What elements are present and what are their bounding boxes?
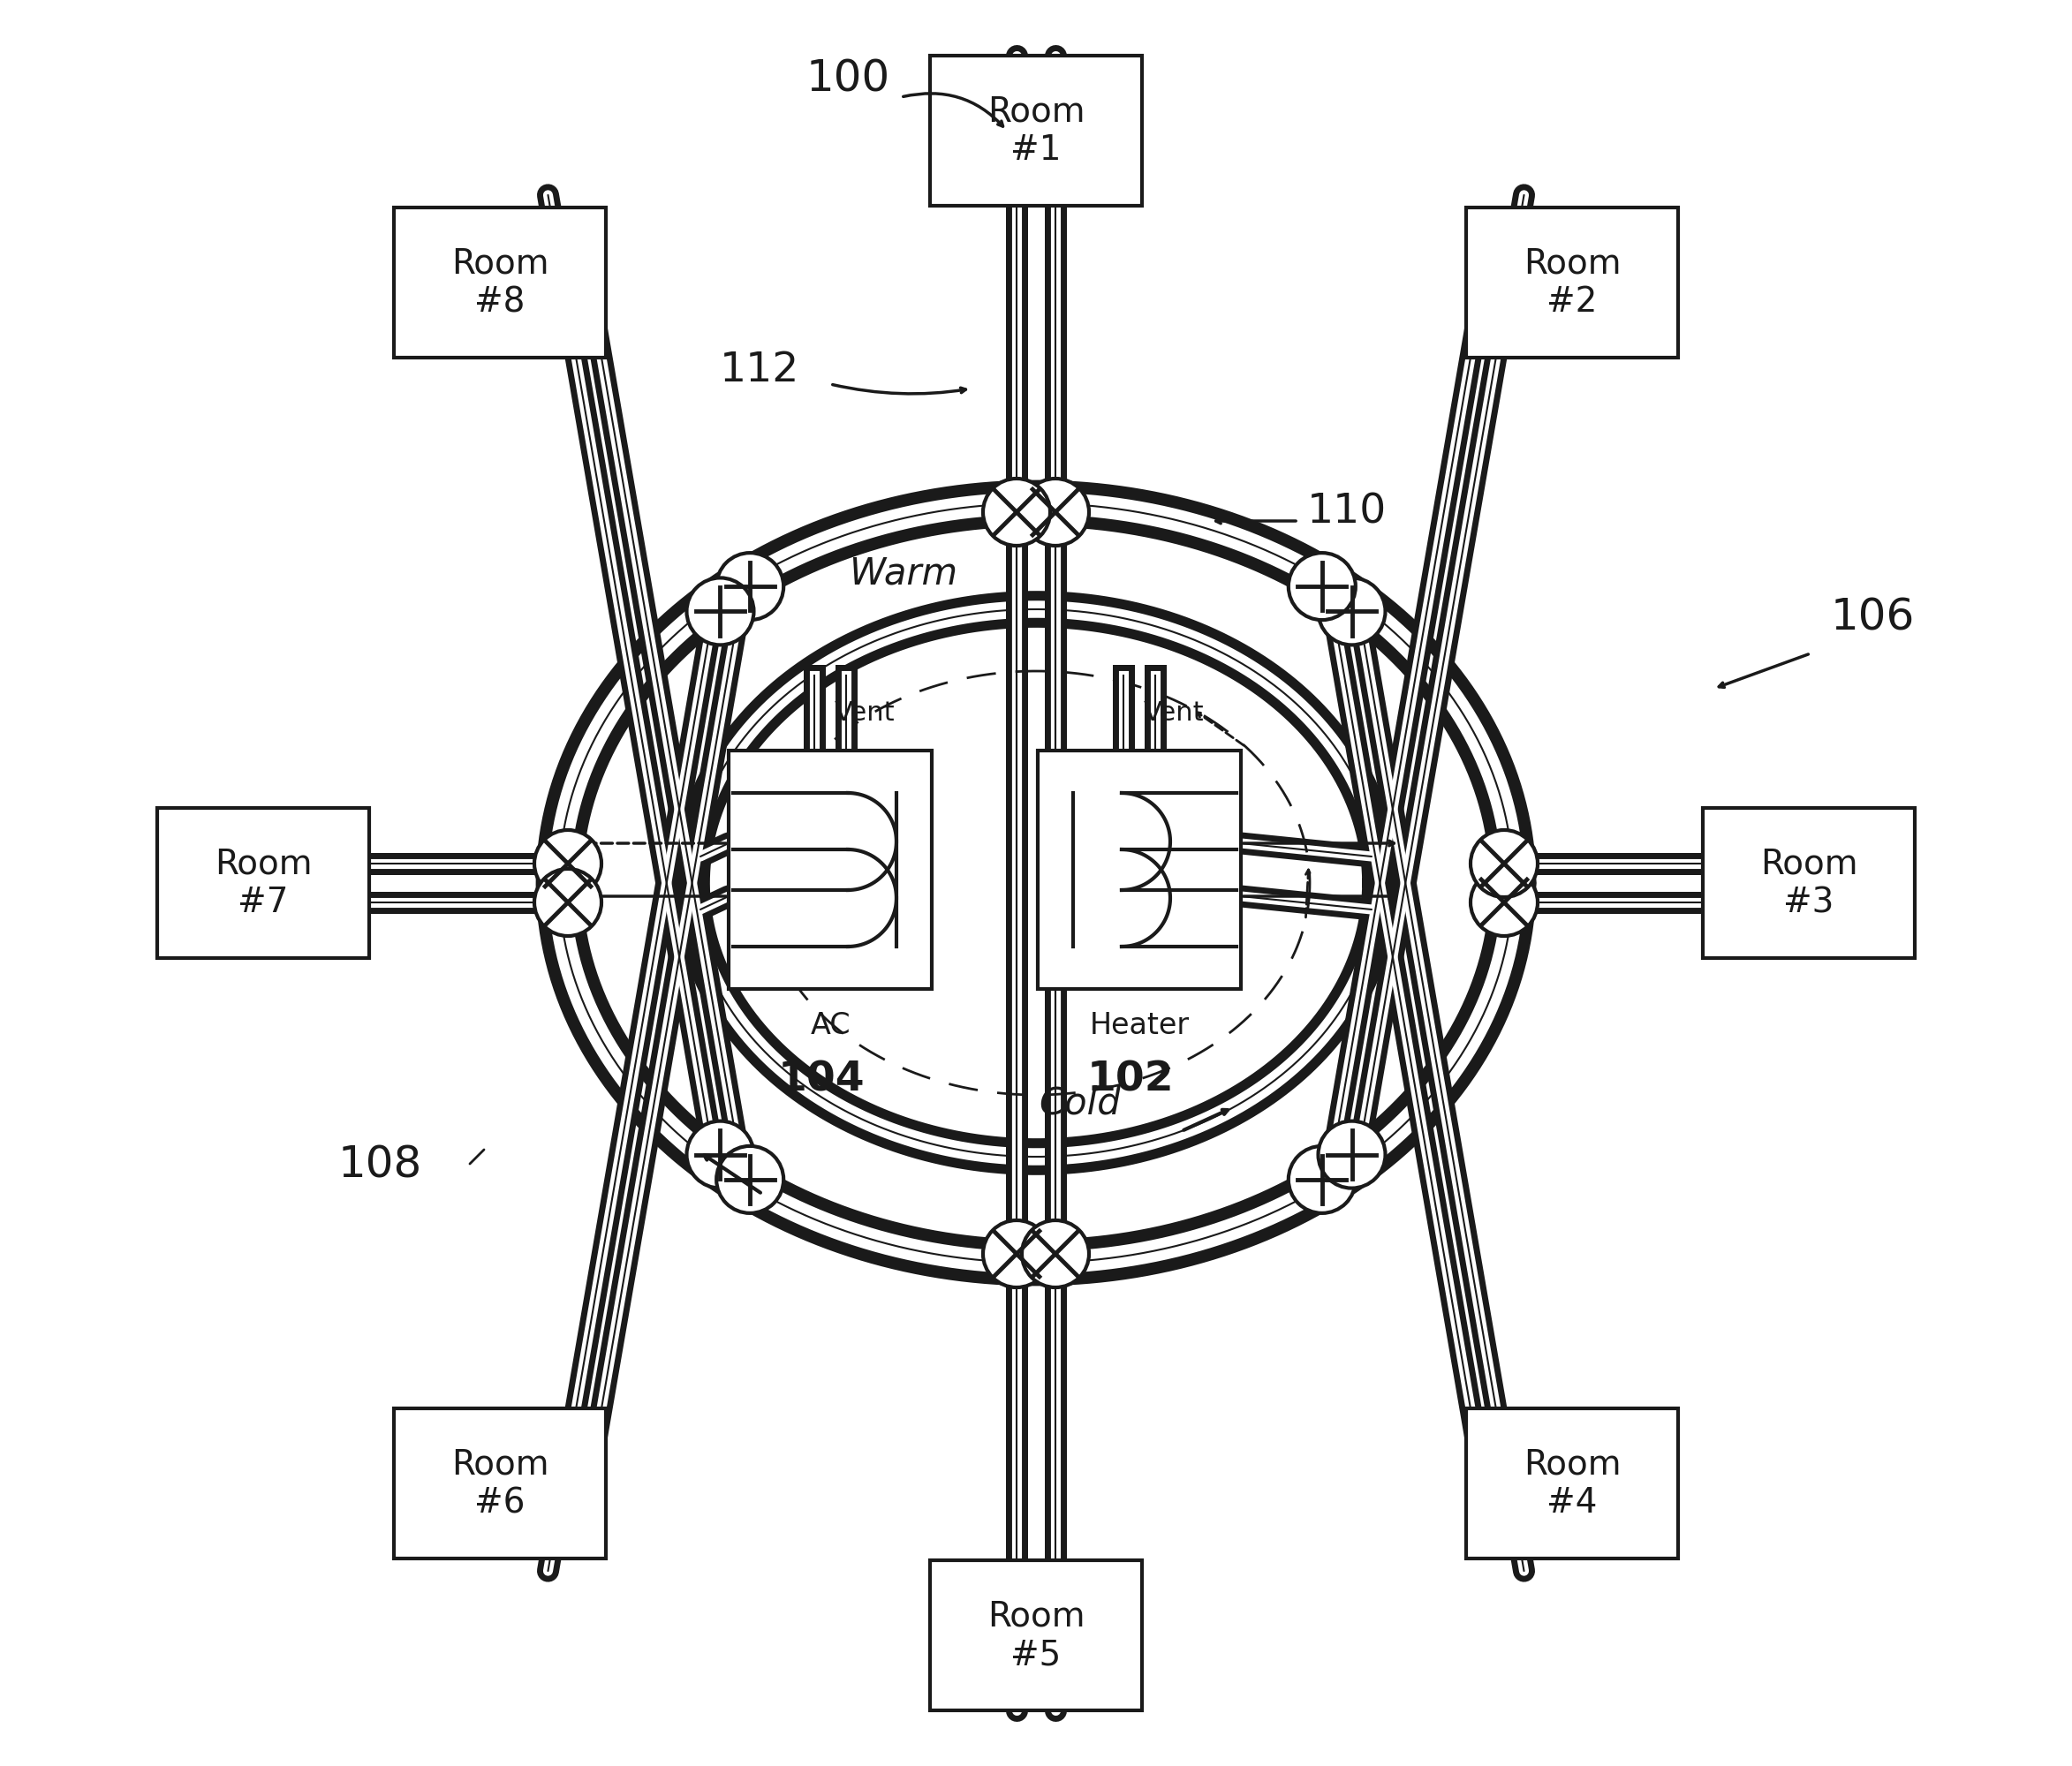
Text: AC: AC	[810, 1010, 850, 1040]
Text: 102: 102	[1088, 1060, 1175, 1098]
Bar	[1038, 751, 1241, 989]
Circle shape	[686, 1121, 754, 1189]
Bar	[729, 751, 932, 989]
Text: 106: 106	[1830, 597, 1915, 639]
Text: Room
#1: Room #1	[986, 94, 1086, 168]
Text: Room
#6: Room #6	[452, 1448, 549, 1519]
Text: Room
#2: Room #2	[1523, 245, 1620, 318]
Circle shape	[1318, 577, 1386, 645]
Bar	[157, 809, 369, 957]
Circle shape	[535, 869, 601, 936]
Text: Heater: Heater	[1090, 1010, 1189, 1040]
Bar	[1467, 207, 1678, 357]
Text: Room
#3: Room #3	[1759, 848, 1859, 918]
Text: Cold: Cold	[1040, 1084, 1121, 1123]
Circle shape	[1318, 1121, 1386, 1189]
Text: 108: 108	[338, 1144, 423, 1187]
Text: 110: 110	[1307, 493, 1386, 532]
Circle shape	[686, 577, 754, 645]
Text: Room
#7: Room #7	[213, 848, 313, 918]
Circle shape	[982, 479, 1051, 546]
Bar	[930, 55, 1142, 205]
Text: Vent: Vent	[1144, 699, 1204, 726]
Text: 112: 112	[719, 351, 800, 390]
Circle shape	[1289, 1146, 1355, 1213]
Circle shape	[982, 1220, 1051, 1287]
Circle shape	[1471, 830, 1537, 897]
Text: Room
#8: Room #8	[452, 245, 549, 318]
Text: 104: 104	[777, 1060, 864, 1098]
Circle shape	[717, 553, 783, 620]
Text: Vent: Vent	[835, 699, 895, 726]
Bar	[1467, 1409, 1678, 1558]
Circle shape	[1021, 479, 1090, 546]
Text: Warm: Warm	[850, 555, 957, 593]
Circle shape	[1289, 553, 1355, 620]
Text: 100: 100	[806, 58, 891, 101]
Text: Room
#5: Room #5	[986, 1600, 1086, 1671]
Circle shape	[717, 1146, 783, 1213]
Text: Room
#4: Room #4	[1523, 1448, 1620, 1519]
Bar	[1703, 809, 1915, 957]
Bar	[394, 207, 605, 357]
Bar	[930, 1561, 1142, 1709]
Bar	[394, 1409, 605, 1558]
Circle shape	[1471, 869, 1537, 936]
Circle shape	[1021, 1220, 1090, 1287]
Circle shape	[535, 830, 601, 897]
